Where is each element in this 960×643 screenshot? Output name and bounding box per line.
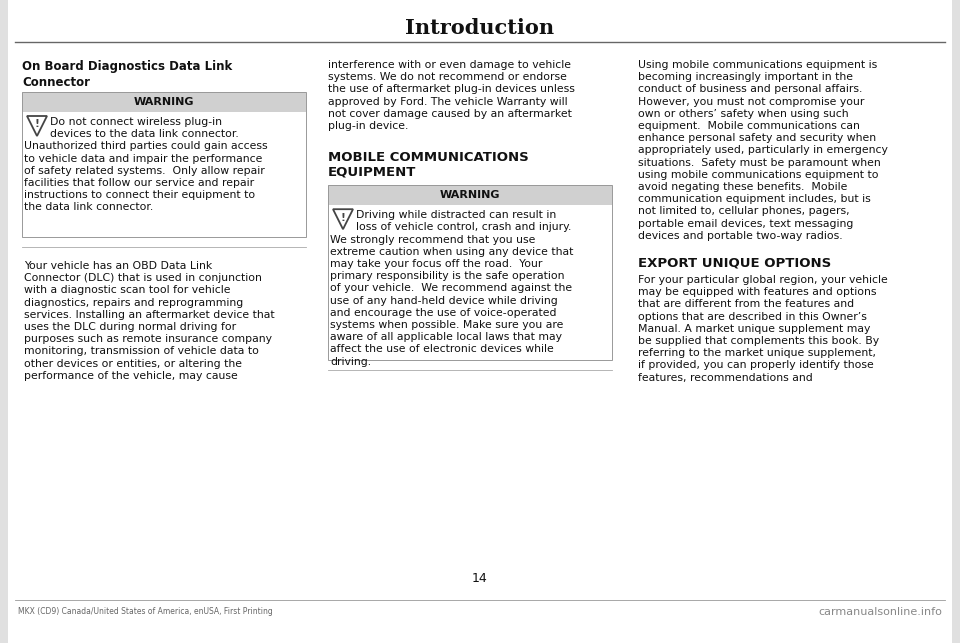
Text: not cover damage caused by an aftermarket: not cover damage caused by an aftermarke… <box>328 109 572 119</box>
Text: becoming increasingly important in the: becoming increasingly important in the <box>638 72 853 82</box>
Text: For your particular global region, your vehicle: For your particular global region, your … <box>638 275 888 285</box>
Text: features, recommendations and: features, recommendations and <box>638 372 813 383</box>
Text: interference with or even damage to vehicle: interference with or even damage to vehi… <box>328 60 571 70</box>
Text: carmanualsonline.info: carmanualsonline.info <box>818 607 942 617</box>
Text: approved by Ford. The vehicle Warranty will: approved by Ford. The vehicle Warranty w… <box>328 96 567 107</box>
Text: if provided, you can properly identify those: if provided, you can properly identify t… <box>638 360 874 370</box>
Text: avoid negating these benefits.  Mobile: avoid negating these benefits. Mobile <box>638 182 848 192</box>
Text: Your vehicle has an OBD Data Link: Your vehicle has an OBD Data Link <box>24 261 212 271</box>
Text: purposes such as remote insurance company: purposes such as remote insurance compan… <box>24 334 272 344</box>
Bar <box>328 185 612 360</box>
Text: Connector (DLC) that is used in conjunction: Connector (DLC) that is used in conjunct… <box>24 273 262 283</box>
Text: the use of aftermarket plug-in devices unless: the use of aftermarket plug-in devices u… <box>328 84 575 95</box>
Text: may be equipped with features and options: may be equipped with features and option… <box>638 287 876 297</box>
Text: primary responsibility is the safe operation: primary responsibility is the safe opera… <box>330 271 564 281</box>
Text: We strongly recommend that you use: We strongly recommend that you use <box>330 235 536 244</box>
Text: affect the use of electronic devices while: affect the use of electronic devices whi… <box>330 345 554 354</box>
Text: own or others’ safety when using such: own or others’ safety when using such <box>638 109 849 119</box>
Text: MKX (CD9) Canada/United States of America, enUSA, First Printing: MKX (CD9) Canada/United States of Americ… <box>18 608 273 617</box>
Text: loss of vehicle control, crash and injury.: loss of vehicle control, crash and injur… <box>356 222 571 232</box>
Text: extreme caution when using any device that: extreme caution when using any device th… <box>330 247 573 257</box>
Text: systems. We do not recommend or endorse: systems. We do not recommend or endorse <box>328 72 566 82</box>
Text: uses the DLC during normal driving for: uses the DLC during normal driving for <box>24 322 236 332</box>
Text: the data link connector.: the data link connector. <box>24 203 154 212</box>
Text: not limited to, cellular phones, pagers,: not limited to, cellular phones, pagers, <box>638 206 850 217</box>
Text: !: ! <box>341 213 346 222</box>
Text: equipment.  Mobile communications can: equipment. Mobile communications can <box>638 121 860 131</box>
Text: systems when possible. Make sure you are: systems when possible. Make sure you are <box>330 320 564 330</box>
Bar <box>22 92 306 237</box>
Text: EXPORT UNIQUE OPTIONS: EXPORT UNIQUE OPTIONS <box>638 257 831 270</box>
Text: devices and portable two-way radios.: devices and portable two-way radios. <box>638 231 843 240</box>
Text: Using mobile communications equipment is: Using mobile communications equipment is <box>638 60 877 70</box>
Text: 14: 14 <box>472 572 488 584</box>
Text: Driving while distracted can result in: Driving while distracted can result in <box>356 210 556 220</box>
Text: diagnostics, repairs and reprogramming: diagnostics, repairs and reprogramming <box>24 298 243 307</box>
Text: devices to the data link connector.: devices to the data link connector. <box>50 129 239 139</box>
Text: enhance personal safety and security when: enhance personal safety and security whe… <box>638 133 876 143</box>
Text: EQUIPMENT: EQUIPMENT <box>328 165 417 178</box>
Text: On Board Diagnostics Data Link
Connector: On Board Diagnostics Data Link Connector <box>22 60 232 89</box>
Text: of safety related systems.  Only allow repair: of safety related systems. Only allow re… <box>24 166 265 176</box>
Text: use of any hand-held device while driving: use of any hand-held device while drivin… <box>330 296 558 305</box>
Text: driving.: driving. <box>330 357 372 367</box>
Text: conduct of business and personal affairs.: conduct of business and personal affairs… <box>638 84 862 95</box>
Text: may take your focus off the road.  Your: may take your focus off the road. Your <box>330 259 542 269</box>
Text: However, you must not compromise your: However, you must not compromise your <box>638 96 864 107</box>
Bar <box>0 0 8 643</box>
Text: Unauthorized third parties could gain access: Unauthorized third parties could gain ac… <box>24 141 268 151</box>
Text: plug-in device.: plug-in device. <box>328 121 408 131</box>
Text: using mobile communications equipment to: using mobile communications equipment to <box>638 170 878 180</box>
Bar <box>952 0 960 643</box>
Text: options that are described in this Owner’s: options that are described in this Owner… <box>638 312 867 322</box>
Text: to vehicle data and impair the performance: to vehicle data and impair the performan… <box>24 154 262 163</box>
Text: WARNING: WARNING <box>133 97 194 107</box>
Text: services. Installing an aftermarket device that: services. Installing an aftermarket devi… <box>24 310 275 320</box>
Text: portable email devices, text messaging: portable email devices, text messaging <box>638 219 853 229</box>
Text: communication equipment includes, but is: communication equipment includes, but is <box>638 194 871 204</box>
Text: Do not connect wireless plug-in: Do not connect wireless plug-in <box>50 117 222 127</box>
Text: appropriately used, particularly in emergency: appropriately used, particularly in emer… <box>638 145 888 156</box>
Text: performance of the vehicle, may cause: performance of the vehicle, may cause <box>24 371 238 381</box>
Text: MOBILE COMMUNICATIONS: MOBILE COMMUNICATIONS <box>328 151 529 164</box>
Text: situations.  Safety must be paramount when: situations. Safety must be paramount whe… <box>638 158 880 168</box>
Bar <box>22 92 306 112</box>
Text: !: ! <box>35 120 39 129</box>
Text: referring to the market unique supplement,: referring to the market unique supplemen… <box>638 349 876 358</box>
Text: that are different from the features and: that are different from the features and <box>638 300 854 309</box>
Text: and encourage the use of voice-operated: and encourage the use of voice-operated <box>330 308 557 318</box>
Text: be supplied that complements this book. By: be supplied that complements this book. … <box>638 336 879 346</box>
Text: WARNING: WARNING <box>440 190 500 200</box>
Text: Introduction: Introduction <box>405 18 555 38</box>
Text: facilities that follow our service and repair: facilities that follow our service and r… <box>24 178 254 188</box>
Text: instructions to connect their equipment to: instructions to connect their equipment … <box>24 190 255 200</box>
Text: other devices or entities, or altering the: other devices or entities, or altering t… <box>24 359 242 368</box>
Text: aware of all applicable local laws that may: aware of all applicable local laws that … <box>330 332 562 342</box>
Text: of your vehicle.  We recommend against the: of your vehicle. We recommend against th… <box>330 284 572 293</box>
Bar <box>328 185 612 205</box>
Text: monitoring, transmission of vehicle data to: monitoring, transmission of vehicle data… <box>24 347 259 356</box>
Text: Manual. A market unique supplement may: Manual. A market unique supplement may <box>638 324 871 334</box>
Text: with a diagnostic scan tool for vehicle: with a diagnostic scan tool for vehicle <box>24 285 230 295</box>
